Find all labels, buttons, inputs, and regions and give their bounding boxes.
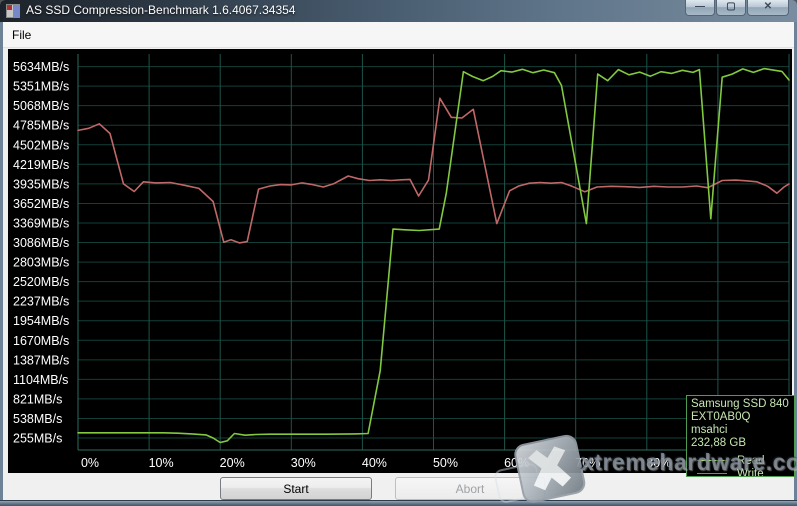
app-icon [6,4,20,18]
svg-text:4502MB/s: 4502MB/s [13,138,69,152]
svg-text:4219MB/s: 4219MB/s [13,158,69,172]
svg-text:5351MB/s: 5351MB/s [13,80,69,94]
legend-entries: Read Write [691,454,794,477]
svg-text:1670MB/s: 1670MB/s [13,334,69,348]
svg-text:4785MB/s: 4785MB/s [13,119,69,133]
window-bottom-border [0,500,797,506]
start-button[interactable]: Start [220,477,372,500]
svg-text:30%: 30% [291,456,316,470]
svg-text:538MB/s: 538MB/s [13,412,62,426]
svg-text:2803MB/s: 2803MB/s [13,256,69,270]
close-button[interactable]: ✕ [747,0,789,16]
caption-buttons: — ▢ ✕ [685,0,789,16]
svg-text:1387MB/s: 1387MB/s [13,353,69,367]
window-title: AS SSD Compression-Benchmark 1.6.4067.34… [26,3,296,17]
svg-text:3086MB/s: 3086MB/s [13,236,69,250]
svg-text:80%: 80% [646,456,671,470]
svg-text:70%: 70% [575,456,600,470]
write-line-swatch [697,473,727,474]
chart-area: 5634MB/s 5351MB/s 5068MB/s 4785MB/s 4502MB/s… [8,49,795,477]
legend-capacity: 232,88 GB [691,437,746,449]
svg-text:3935MB/s: 3935MB/s [13,177,69,191]
legend-device: Samsung SSD 840 [691,398,789,410]
abort-button[interactable]: Abort [395,477,545,500]
legend-read-label: Read [737,454,765,467]
svg-text:60%: 60% [504,456,529,470]
svg-text:0%: 0% [81,456,99,470]
svg-text:1104MB/s: 1104MB/s [13,373,68,387]
maximize-button[interactable]: ▢ [716,0,746,16]
svg-text:2237MB/s: 2237MB/s [13,295,69,309]
minimize-button[interactable]: — [685,0,715,16]
client-area: File 5634MB/s 5351MB/s 5068MB/s 4785MB/s 450… [3,22,795,500]
svg-text:5068MB/s: 5068MB/s [13,99,69,113]
svg-text:20%: 20% [220,456,245,470]
svg-text:255MB/s: 255MB/s [13,432,62,446]
legend-driver: msahci [691,424,728,436]
legend-entry-write: Write [691,467,794,477]
svg-text:50%: 50% [433,456,458,470]
title-bar[interactable]: AS SSD Compression-Benchmark 1.6.4067.34… [0,0,797,22]
menu-file[interactable]: File [12,27,32,42]
legend-write-label: Write [737,467,764,477]
svg-text:40%: 40% [362,456,387,470]
menu-bar: File [3,22,794,48]
svg-text:5634MB/s: 5634MB/s [13,60,69,74]
svg-text:821MB/s: 821MB/s [13,392,62,406]
svg-text:3369MB/s: 3369MB/s [13,216,69,230]
svg-text:3652MB/s: 3652MB/s [13,197,69,211]
svg-text:10%: 10% [149,456,174,470]
read-line-swatch [697,460,727,461]
legend-entry-read: Read [691,454,794,467]
svg-text:1954MB/s: 1954MB/s [13,314,69,328]
benchmark-chart: 5634MB/s 5351MB/s 5068MB/s 4785MB/s 4502MB/s… [13,54,790,470]
svg-text:2520MB/s: 2520MB/s [13,275,69,289]
legend-firmware: EXT0AB0Q [691,411,751,423]
chart-legend: Samsung SSD 840 EXT0AB0Q msahci 232,88 G… [686,395,795,477]
